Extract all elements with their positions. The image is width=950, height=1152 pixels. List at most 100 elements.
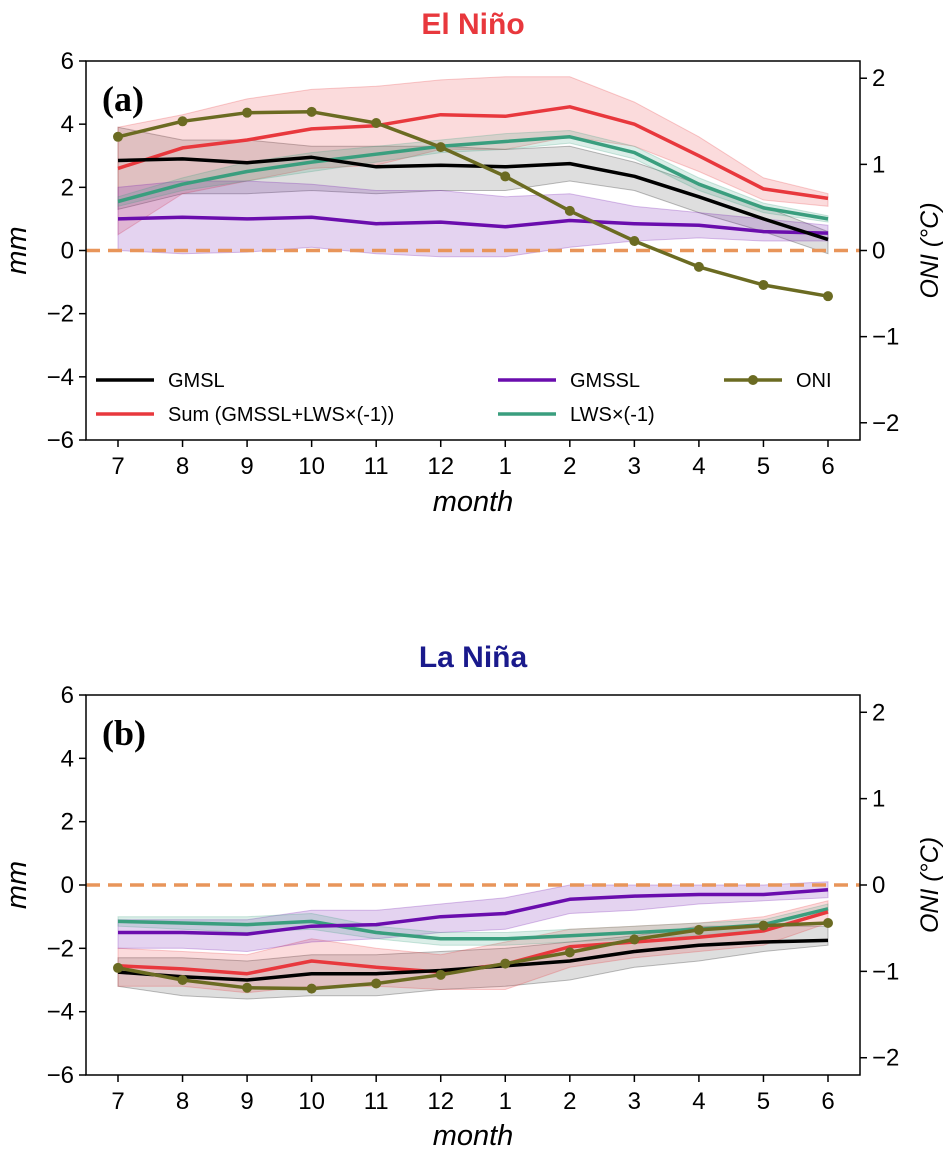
- legend-label-oni: ONI: [796, 370, 832, 392]
- oni-point: [758, 279, 769, 290]
- x-tick-label: 6: [821, 1088, 834, 1115]
- x-tick-label: 9: [240, 453, 253, 480]
- y-tick-label: 2: [61, 174, 74, 201]
- oni-point: [564, 205, 575, 216]
- oni-point: [435, 142, 446, 153]
- oni-point: [564, 947, 575, 958]
- oni-point: [242, 107, 253, 118]
- oni-point: [629, 236, 640, 247]
- band-sum-gmssl-lws: [117, 76, 829, 236]
- y-axis-title: mm: [1, 226, 33, 274]
- x-tick-label: 3: [628, 453, 641, 480]
- x-axis-title: month: [433, 486, 514, 518]
- x-tick-label: 11: [364, 453, 389, 480]
- x-tick-label: 5: [757, 453, 770, 480]
- y2-tick-label: 0: [872, 872, 885, 899]
- oni-point: [435, 969, 446, 980]
- oni-point: [693, 261, 704, 272]
- oni-point: [823, 291, 833, 302]
- series-line-lws: [117, 135, 829, 221]
- legend-label-lws: LWS×(-1): [570, 404, 655, 426]
- legend-label-gmsl: GMSL: [168, 370, 225, 392]
- x-tick-label: 1: [499, 453, 512, 480]
- y-tick-label: −2: [47, 935, 74, 962]
- y-tick-label: 0: [61, 872, 74, 899]
- oni-point: [306, 983, 317, 994]
- y2-tick-label: 2: [872, 65, 885, 92]
- x-axis-title: month: [433, 1120, 514, 1152]
- series-line-gmssl: [117, 215, 829, 235]
- x-tick-label: 8: [176, 1088, 189, 1115]
- x-tick-label: 10: [298, 1088, 325, 1115]
- y2-tick-label: −2: [872, 1045, 899, 1072]
- y2-tick-label: 1: [872, 786, 885, 813]
- panel-label: (b): [102, 713, 146, 753]
- y-tick-label: −4: [47, 364, 74, 391]
- y-tick-label: 2: [61, 809, 74, 836]
- y-tick-label: 4: [61, 111, 74, 138]
- y2-tick-label: −1: [872, 324, 899, 351]
- chart-title: La Niña: [419, 641, 528, 674]
- x-tick-label: 2: [563, 1088, 576, 1115]
- y-tick-label: −2: [47, 301, 74, 328]
- legend: GMSL Sum (GMSSL+LWS×(-1)) GMSSL LWS×(-1) ONI: [96, 370, 832, 426]
- chart-title: El Niño: [421, 8, 524, 41]
- y2-tick-label: 2: [872, 699, 885, 726]
- y2-tick-label: −1: [872, 958, 899, 985]
- series-line-sum-gmssl-lws: [117, 105, 829, 201]
- oni-point: [629, 934, 640, 945]
- x-tick-label: 7: [111, 453, 124, 480]
- legend-marker-oni: [748, 375, 758, 385]
- x-tick-label: 3: [628, 1088, 641, 1115]
- y-tick-label: −4: [47, 999, 74, 1026]
- x-tick-label: 5: [757, 1088, 770, 1115]
- oni-point: [113, 131, 123, 142]
- y-tick-label: −6: [47, 427, 74, 454]
- oni-point: [693, 924, 704, 935]
- legend-label-gmssl: GMSSL: [570, 370, 640, 392]
- series-line-oni: [117, 110, 829, 298]
- y-tick-label: 6: [61, 48, 74, 75]
- oni-point: [113, 962, 123, 973]
- series-line-gmssl: [118, 888, 829, 936]
- oni-point: [371, 118, 382, 129]
- band-gmssl: [117, 180, 829, 258]
- x-tick-label: 12: [427, 1088, 454, 1115]
- y2-tick-label: 1: [872, 151, 885, 178]
- x-tick-label: 8: [176, 453, 189, 480]
- oni-point: [758, 920, 769, 931]
- series-line-oni: [117, 921, 829, 991]
- y-tick-label: 4: [61, 745, 74, 772]
- y-tick-label: 0: [61, 238, 74, 265]
- oni-point: [500, 958, 511, 969]
- y-tick-label: −6: [47, 1062, 74, 1089]
- oni-point: [177, 975, 188, 985]
- x-tick-label: 6: [821, 453, 834, 480]
- y2-axis-title: ONI (°C): [916, 202, 944, 298]
- x-tick-label: 4: [692, 1088, 705, 1115]
- y2-tick-label: −2: [872, 410, 899, 437]
- x-tick-label: 12: [427, 453, 454, 480]
- legend-label-sum-gmssl-lws: Sum (GMSSL+LWS×(-1)): [168, 404, 394, 426]
- x-tick-label: 9: [240, 1088, 253, 1115]
- x-tick-label: 10: [298, 453, 325, 480]
- x-tick-label: 7: [111, 1088, 124, 1115]
- oni-point: [823, 918, 833, 928]
- oni-point: [177, 116, 188, 127]
- oni-point: [500, 171, 511, 182]
- y2-tick-label: 0: [872, 238, 885, 265]
- series-line-gmsl: [117, 155, 829, 242]
- y-tick-label: 6: [61, 682, 74, 709]
- oni-point: [242, 982, 253, 993]
- oni-point: [306, 106, 317, 117]
- y-axis-title: mm: [1, 861, 33, 909]
- x-tick-label: 11: [364, 1088, 389, 1115]
- panel-label: (a): [102, 79, 144, 119]
- y2-axis-title: ONI (°C): [916, 837, 944, 933]
- x-tick-label: 4: [692, 453, 705, 480]
- x-tick-label: 2: [563, 453, 576, 480]
- oni-point: [371, 978, 382, 989]
